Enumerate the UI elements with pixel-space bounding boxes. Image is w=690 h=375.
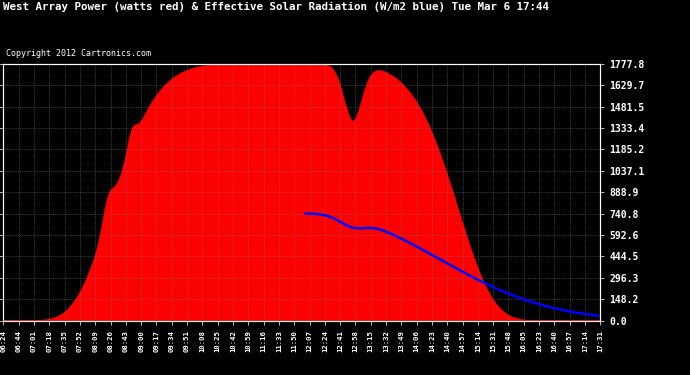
Text: West Array Power (watts red) & Effective Solar Radiation (W/m2 blue) Tue Mar 6 1: West Array Power (watts red) & Effective… bbox=[3, 2, 549, 12]
Text: Copyright 2012 Cartronics.com: Copyright 2012 Cartronics.com bbox=[6, 49, 150, 58]
